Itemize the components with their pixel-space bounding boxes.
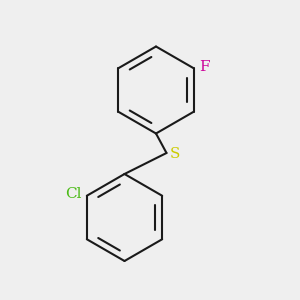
Text: S: S (170, 148, 181, 161)
Text: Cl: Cl (65, 187, 81, 201)
Text: F: F (199, 60, 210, 74)
